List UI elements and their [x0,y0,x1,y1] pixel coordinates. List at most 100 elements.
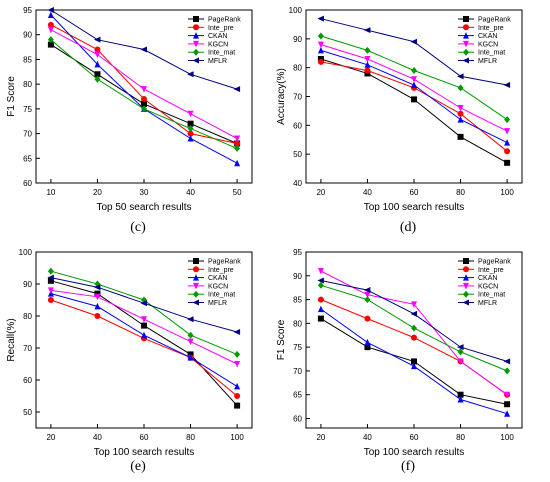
x-axis-title: Top 100 search results [364,202,465,213]
data-point [234,144,241,152]
series-kgcn [317,41,511,135]
data-point [93,284,101,291]
data-point [47,21,54,28]
y-tick-label: 95 [23,6,32,15]
legend-marker [193,282,199,290]
data-point [140,300,147,307]
data-point [363,287,371,294]
legend-marker [463,282,469,290]
data-point [317,41,324,49]
x-tick-label: 40 [186,188,195,197]
y-tick-label: 75 [293,343,302,352]
data-point [504,116,511,124]
data-point [234,140,241,147]
data-point [364,67,371,74]
series-mflr [47,7,241,93]
series-ckan [317,46,511,146]
data-point [364,296,371,304]
x-tick-label: 20 [316,433,325,442]
legend-marker [193,290,199,298]
data-point [317,315,324,322]
data-point [141,95,147,102]
legend-marker [193,24,199,31]
legend-entry: CKAN [478,33,497,40]
data-point [317,32,324,40]
data-point [234,361,241,368]
data-point [317,296,324,303]
y-tick-label: 50 [23,408,32,417]
data-point [141,322,147,329]
data-point [411,362,417,370]
data-point [234,382,241,390]
data-point [141,105,147,113]
data-point [364,291,371,299]
data-point [234,402,241,409]
data-point [187,120,194,127]
legend-marker [463,290,469,298]
y-tick-label: 65 [23,154,32,163]
data-point [234,393,241,399]
series-line [320,61,508,152]
legend-entry: KGCN [478,41,498,48]
data-point [503,358,511,365]
data-point [411,76,417,83]
data-point [457,110,464,117]
data-point [503,81,511,88]
y-tick-label: 70 [293,367,302,376]
legend-entry: MFLR [478,58,497,65]
legend-entry: Inte_mat [478,292,505,299]
y-tick-label: 40 [293,179,302,188]
x-tick-label: 20 [93,188,102,197]
data-point [411,324,417,332]
data-point [504,148,511,155]
data-point [233,86,241,93]
y-tick-label: 80 [293,319,302,328]
legend-entry: KGCN [478,283,498,290]
data-point [317,46,324,54]
data-point [317,268,324,275]
y-tick-label: 60 [293,121,302,130]
legend-entry: Inte_pre [478,267,504,274]
legend-marker [463,32,469,39]
legend-marker [463,266,469,273]
legend-entry: MFLR [478,300,497,307]
data-point [47,274,54,281]
series-mflr [317,277,511,365]
x-tick-label: 20 [316,188,325,197]
data-point [504,139,511,146]
data-point [457,391,464,398]
data-point [141,316,147,323]
y-tick-label: 95 [293,248,302,257]
data-point [187,130,194,137]
data-point [457,116,464,123]
series-inte-pre [317,296,511,398]
data-point [94,60,101,68]
legend-entry: MFLR [208,58,227,65]
series-pagerank [317,315,511,408]
data-point [504,391,511,399]
series-inte-mat [317,32,511,124]
legend-box [456,256,518,309]
x-tick-label: 60 [410,433,419,442]
data-point [47,41,54,48]
x-tick-label: 100 [500,433,514,442]
data-point [94,51,101,58]
data-point [504,401,511,408]
y-tick-label: 100 [289,6,303,15]
y-tick-label: 60 [293,414,302,423]
x-tick-label: 40 [363,188,372,197]
legend-marker [192,57,199,64]
series-mflr [317,15,511,88]
legend-marker [192,299,199,306]
data-point [47,277,54,284]
x-tick-label: 10 [46,188,55,197]
x-tick-label: 100 [500,188,514,197]
data-point [233,329,241,335]
legend-marker [193,48,199,56]
legend-box [186,14,248,67]
data-point [234,135,241,143]
data-point [411,96,417,103]
